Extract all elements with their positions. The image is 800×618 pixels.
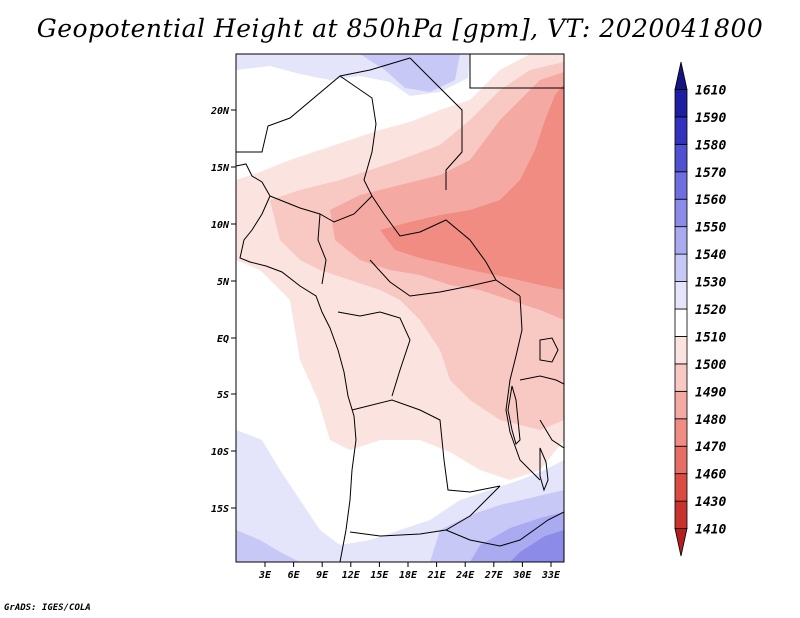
contour-fill-1470-core	[380, 84, 564, 290]
contour-fill-1550-southeast	[510, 530, 564, 562]
border-north-1	[236, 57, 411, 153]
colorbar-swatch	[674, 226, 688, 255]
colorbar-swatch	[674, 500, 688, 529]
longitude-axis: 3E 6E 9E 12E 15E 18E 21E 24E 27E 30E 33E	[258, 562, 561, 581]
colorbar-swatch	[674, 89, 688, 118]
border-angola-2	[349, 485, 501, 537]
colorbar-swatch	[674, 418, 688, 447]
lat-tick-label: EQ	[217, 334, 229, 345]
border-drc-east	[505, 295, 541, 481]
colorbar-swatch	[674, 198, 688, 228]
map-frame	[235, 53, 565, 563]
latitude-axis: 20N 15N 10N 5N EQ 5S 10S 15S	[210, 106, 236, 515]
colorbar-label: 1550	[695, 221, 726, 236]
colorbar-swatch	[674, 528, 688, 557]
lake-victoria	[539, 337, 559, 363]
lon-tick-label: 12E	[342, 570, 361, 581]
colorbar-label: 1410	[695, 523, 726, 538]
border-west-1	[269, 195, 373, 223]
lon-tick-label: 21E	[427, 570, 447, 581]
lat-tick-label: 10S	[211, 447, 229, 458]
colorbar-label: 1490	[695, 385, 726, 400]
colorbar-label: 1510	[695, 330, 726, 345]
border-east-2	[539, 419, 564, 449]
colorbar-label: 1530	[695, 276, 726, 291]
colorbar-swatch	[674, 390, 688, 420]
colorbar-label: 1580	[695, 138, 726, 153]
colorbar-swatch	[674, 336, 688, 365]
lat-tick-label: 10N	[211, 220, 230, 231]
colorbar: 1410 1430 1460 1470 1480 1490 1500 1510 1520 1530…	[674, 61, 726, 557]
lon-tick-label: 15E	[370, 570, 389, 581]
border-north-4	[469, 54, 564, 89]
grads-credit: GrADS: IGES/COLA	[4, 603, 91, 613]
border-east-1	[519, 375, 564, 385]
colorbar-swatch	[674, 445, 688, 475]
lon-tick-label: 24E	[455, 570, 475, 581]
lat-tick-label: 5S	[217, 390, 229, 401]
lon-tick-label: 33E	[541, 570, 561, 581]
colorbar-swatch	[674, 171, 688, 200]
lat-tick-label: 15N	[211, 163, 230, 174]
lon-tick-label: 30E	[512, 570, 532, 581]
colorbar-label: 1560	[695, 193, 726, 208]
colorbar-swatch	[674, 253, 688, 282]
lon-tick-label: 18E	[399, 570, 418, 581]
lake-malawi	[539, 447, 549, 492]
colorbar-swatch	[674, 308, 688, 337]
colorbar-label: 1460	[695, 468, 726, 483]
border-central-3	[337, 311, 411, 397]
colorbar-label: 1430	[695, 495, 726, 510]
colorbar-label: 1540	[695, 248, 726, 263]
colorbar-swatch	[674, 143, 688, 173]
lat-tick-label: 15S	[211, 504, 229, 515]
lat-tick-label: 20N	[210, 106, 230, 117]
contour-fill-1530-south	[236, 530, 300, 562]
colorbar-swatch	[674, 116, 688, 145]
border-west-2	[317, 213, 327, 285]
lon-tick-label: 9E	[316, 570, 329, 581]
colorbar-swatch	[674, 61, 688, 90]
lat-tick-label: 5N	[217, 277, 230, 288]
border-central-2	[369, 259, 497, 297]
height-field	[236, 54, 564, 562]
colorbar-swatch	[674, 473, 688, 502]
lake-tanganyika	[507, 385, 521, 445]
colorbar-swatch	[674, 363, 688, 392]
colorbar-label: 1610	[695, 83, 726, 98]
border-central-1	[383, 213, 521, 297]
colorbar-label: 1500	[695, 358, 726, 373]
lon-tick-label: 6E	[288, 570, 301, 581]
colorbar-swatch	[674, 281, 688, 310]
border-north-3	[409, 57, 463, 190]
border-south-1	[445, 511, 564, 547]
map-title: Geopotential Height at 850hPa [gpm], VT:…	[36, 14, 764, 43]
colorbar-label: 1590	[695, 111, 726, 126]
colorbar-label: 1520	[695, 303, 726, 318]
lon-tick-label: 3E	[258, 570, 272, 581]
colorbar-label: 1480	[695, 413, 726, 428]
colorbar-label: 1570	[695, 166, 726, 181]
country-borders	[236, 54, 564, 562]
lon-tick-label: 27E	[484, 570, 504, 581]
colorbar-label: 1470	[695, 440, 726, 455]
border-angola-1	[351, 399, 501, 493]
